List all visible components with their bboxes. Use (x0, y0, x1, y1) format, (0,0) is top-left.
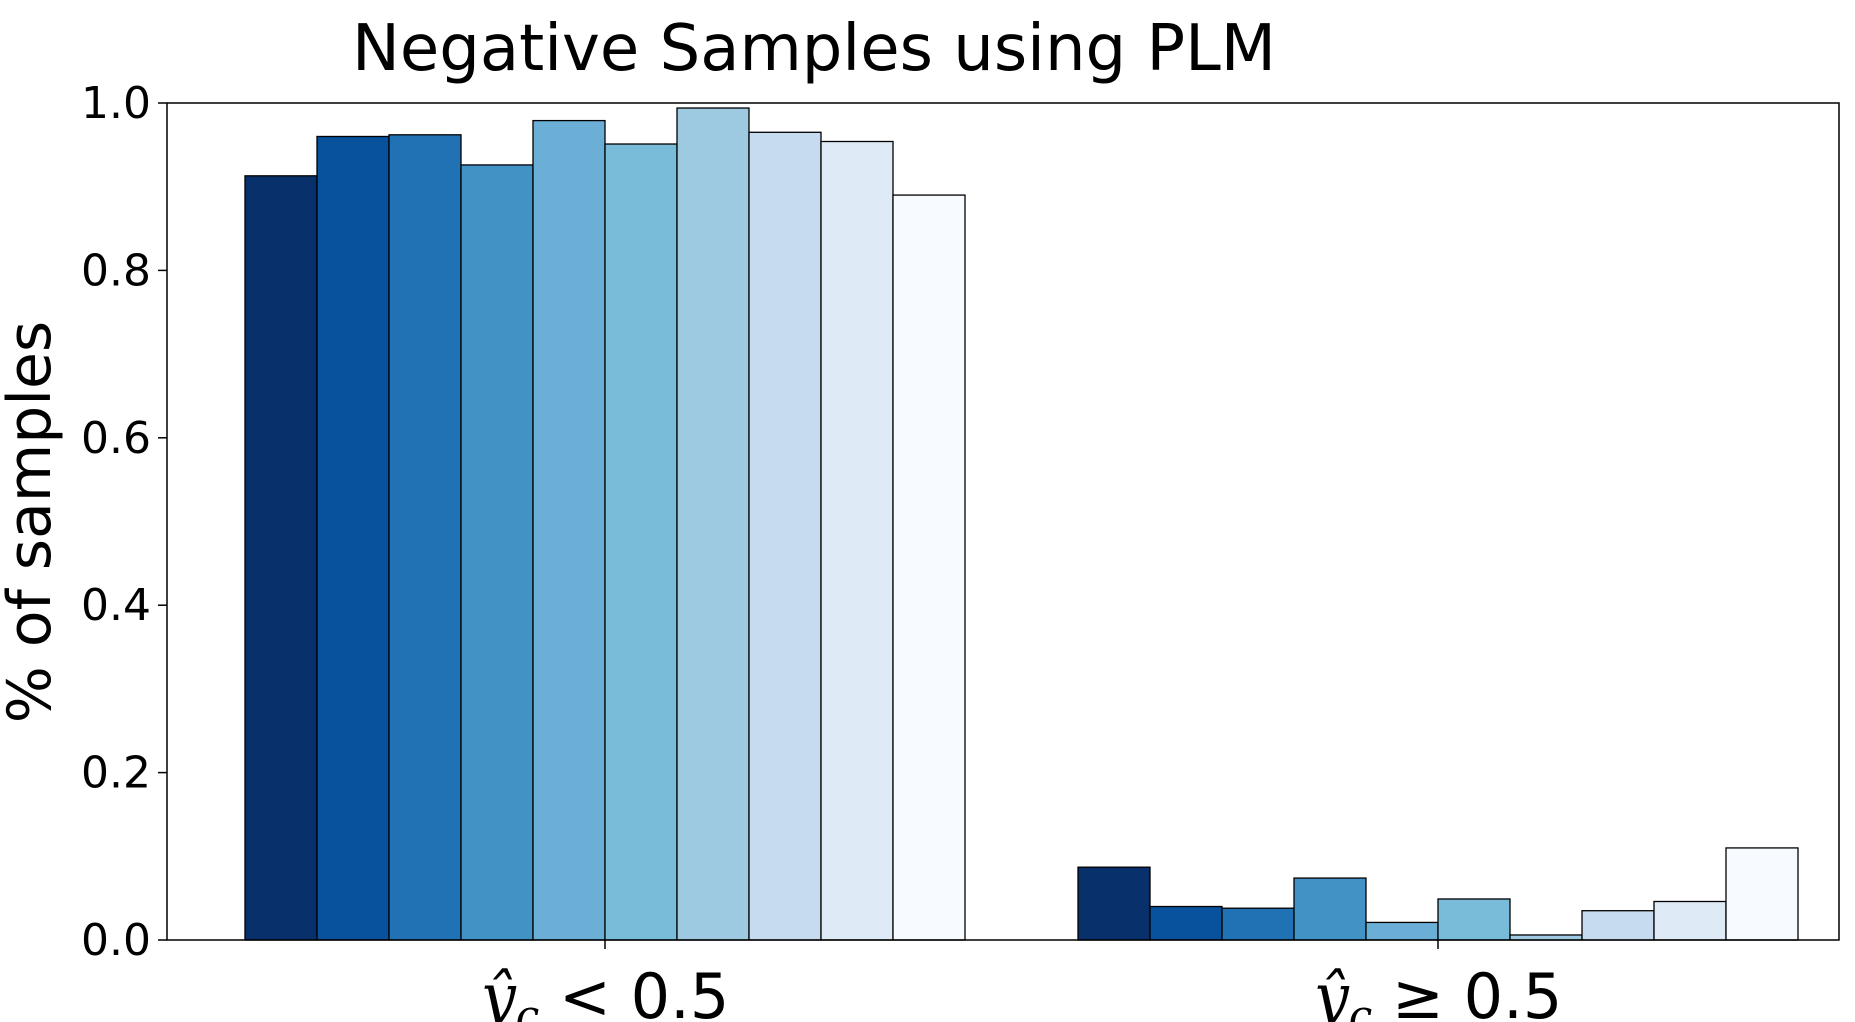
bar-s9-c0 (892, 194, 966, 941)
y-axis-label: % of samples (0, 321, 65, 723)
bars-group (244, 107, 1799, 941)
bar-s1-c0 (316, 135, 390, 941)
bar-s7-c1 (1581, 910, 1655, 941)
bar-s6-c1 (1509, 934, 1583, 941)
bar-s2-c0 (388, 134, 462, 941)
axes-group: 0.0 0.2 0.4 0.6 0.8 1.0 ŷc < 0.5 ŷc ≥ 0.5 (81, 78, 1840, 1022)
bar-s7-c0 (748, 131, 822, 941)
bar-s1-c1 (1149, 905, 1223, 941)
bar-s3-c1 (1293, 877, 1367, 941)
bar-s5-c1 (1437, 898, 1511, 941)
plot-frame (166, 102, 1840, 941)
y-tick-label-2: 0.4 (81, 580, 151, 631)
bar-s3-c0 (460, 164, 534, 941)
y-tick-label-1: 0.2 (81, 748, 151, 799)
y-tick-label-4: 0.8 (81, 245, 151, 296)
chart-title: Negative Samples using PLM (352, 12, 1276, 86)
bar-s9-c1 (1725, 847, 1799, 941)
x-tick-label-1: ŷc ≥ 0.5 (1311, 960, 1563, 1022)
y-tick-label-3: 0.6 (81, 413, 151, 464)
bar-s5-c0 (604, 143, 678, 941)
bar-s4-c0 (532, 119, 606, 941)
bar-s2-c1 (1221, 907, 1295, 941)
bar-s0-c1 (1077, 866, 1151, 941)
y-tick-label-5: 1.0 (81, 78, 151, 129)
bar-s0-c0 (244, 175, 318, 941)
y-tick-label-0: 0.0 (81, 915, 151, 966)
bar-s8-c0 (820, 140, 894, 941)
x-tick-label-0: ŷc < 0.5 (478, 960, 730, 1022)
bar-s6-c0 (676, 107, 750, 941)
bar-s8-c1 (1653, 900, 1727, 941)
bar-s4-c1 (1365, 921, 1439, 941)
